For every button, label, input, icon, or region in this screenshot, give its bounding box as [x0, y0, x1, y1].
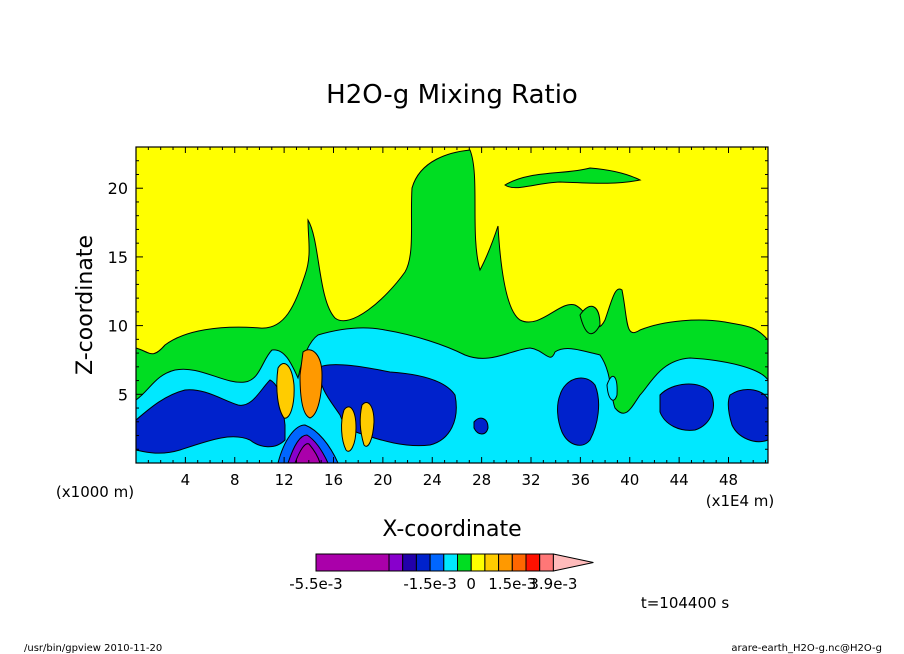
colorbar-swatch [484, 553, 500, 572]
colorbar-label: -5.5e-3 [289, 575, 342, 593]
colorbar-swatch [415, 553, 431, 572]
colorbar-swatch [511, 553, 527, 572]
blue-blob-right2 [659, 383, 714, 431]
green-island-mid [579, 305, 601, 335]
colorbar-label: -1.5e-3 [403, 575, 456, 593]
x-tick-label: 4 [181, 471, 191, 489]
x-tick-label: 8 [230, 471, 240, 489]
y-tick-label: 20 [108, 179, 128, 198]
colorbar-label: 3.9e-3 [529, 575, 577, 593]
x-tick-label: 44 [670, 471, 689, 489]
x-tick-label: 48 [719, 471, 738, 489]
footer-right: arare-earth_H2O-g.nc@H2O-g [731, 643, 882, 654]
cyan-island [606, 375, 618, 401]
x-unit-left: (x1000 m) [56, 483, 134, 501]
green-island-top [504, 167, 642, 189]
colorbar [315, 553, 594, 572]
y-tick-label: 10 [108, 317, 128, 336]
x-tick-label: 28 [472, 471, 491, 489]
footer-left: /usr/bin/gpview 2010-11-20 [24, 643, 162, 654]
x-tick-label: 36 [571, 471, 590, 489]
x-axis: 4 8 12 16 20 24 28 32 36 40 44 48 [147, 147, 767, 489]
colorbar-swatch [498, 553, 513, 572]
y-tick-label: 15 [108, 248, 128, 267]
blue-blob-right3 [727, 389, 769, 443]
blue-blob-right1 [557, 377, 600, 446]
x-tick-label: 32 [521, 471, 540, 489]
colorbar-swatch [402, 553, 417, 572]
blue-blob-small [473, 417, 489, 435]
colorbar-label: 1.5e-3 [488, 575, 536, 593]
y-axis: 5 10 15 20 [108, 160, 768, 450]
x-tick-label: 24 [423, 471, 442, 489]
warm-cell-right [341, 406, 357, 452]
colorbar-swatch [525, 553, 541, 572]
colorbar-swatch [443, 553, 458, 572]
colorbar-swatch [315, 553, 390, 572]
x-tick-label: 12 [275, 471, 294, 489]
low-cell-inner [294, 443, 321, 464]
colorbar-swatch [429, 553, 445, 572]
x-axis-label: X-coordinate [382, 517, 521, 542]
x-tick-label: 16 [324, 471, 343, 489]
plot-frame [135, 146, 769, 464]
colorbar-label: 0 [466, 575, 476, 593]
x-unit-right: (x1E4 m) [706, 492, 775, 510]
warm-cell-mid [299, 349, 323, 419]
contour-plot [135, 146, 769, 464]
x-tick-label: 40 [620, 471, 639, 489]
colorbar-swatch [470, 553, 486, 572]
chart-title: H2O-g Mixing Ratio [326, 80, 578, 110]
warm-cell-right2 [359, 401, 375, 447]
colorbar-swatch [539, 553, 554, 572]
x-tick-label: 20 [373, 471, 392, 489]
warm-cell-left [276, 363, 295, 419]
y-axis-label: Z-coordinate [73, 235, 98, 375]
colorbar-labels: -5.5e-3 -1.5e-3 0 1.5e-33.9e-3 [289, 575, 577, 593]
time-label: t=104400 s [641, 594, 729, 612]
colorbar-swatch [388, 553, 404, 572]
y-tick-label: 5 [118, 385, 128, 404]
colorbar-swatch [457, 553, 472, 572]
colorbar-arrow [552, 553, 594, 572]
